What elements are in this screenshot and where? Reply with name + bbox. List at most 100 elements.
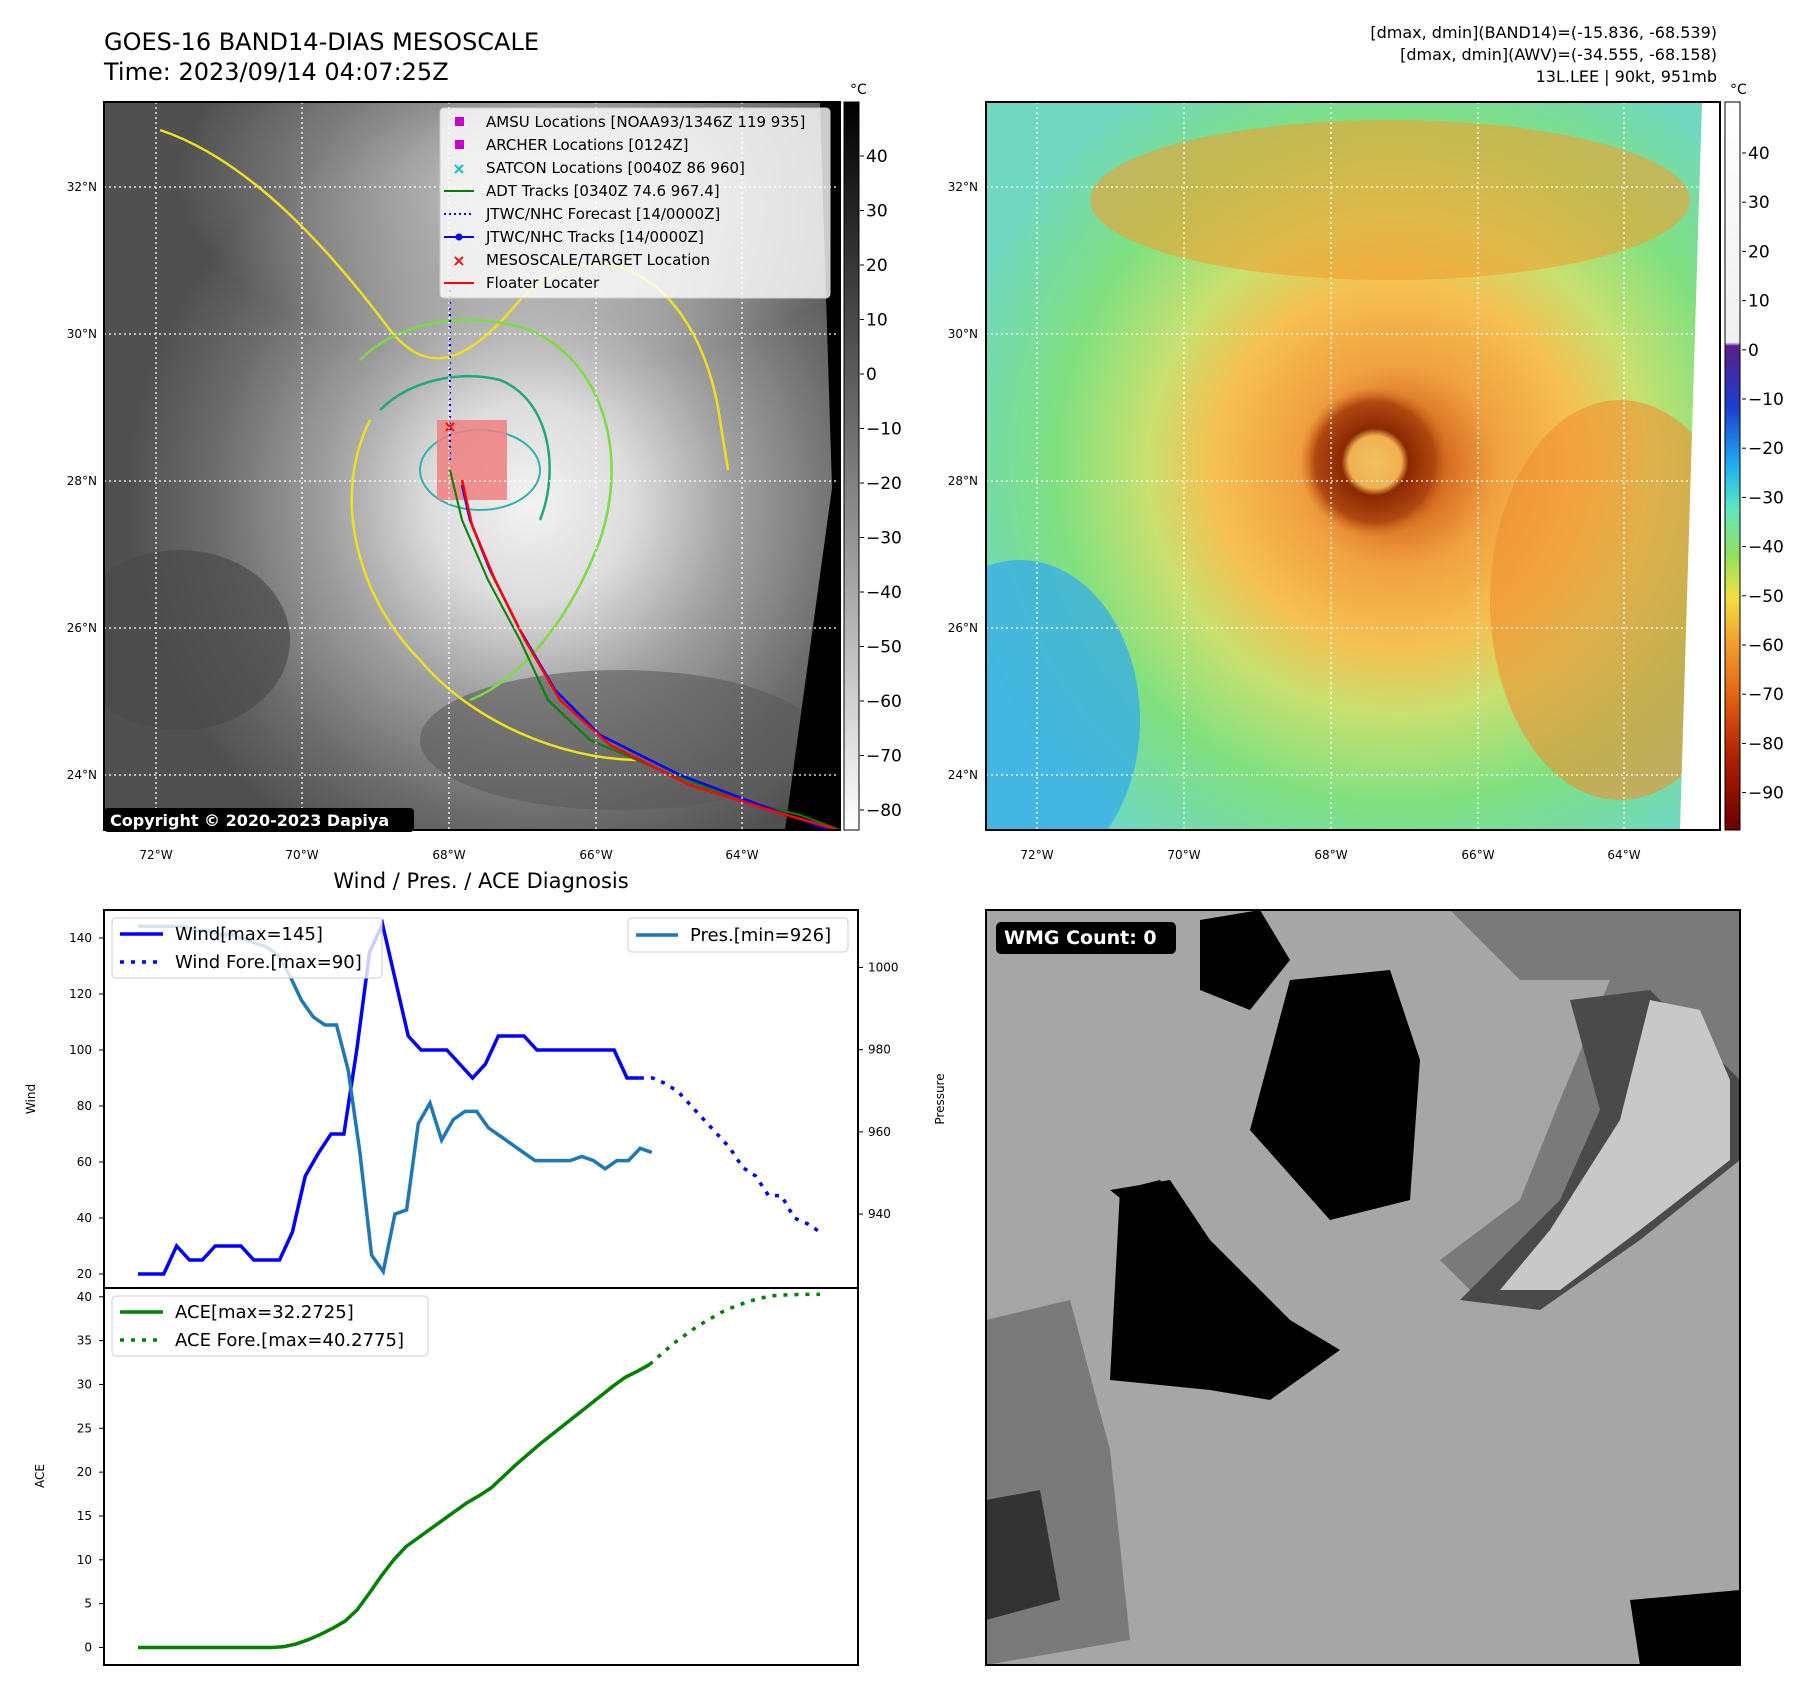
color-lon-labels: 72°W 70°W 68°W 66°W 64°W bbox=[1020, 848, 1640, 862]
colorbar-color-tick-label: −40 bbox=[1748, 538, 1784, 558]
pressure-y-tick-label: 960 bbox=[868, 1125, 891, 1139]
ace-y-tick-label: 25 bbox=[77, 1421, 92, 1435]
legend-marker-amsu bbox=[455, 117, 464, 126]
ir-lat-label: 28°N bbox=[67, 474, 97, 488]
color-nodata-wedge bbox=[1680, 102, 1720, 830]
colorbar-color-tick-label: −90 bbox=[1748, 784, 1784, 804]
colorbar-gray-tick-label: −70 bbox=[866, 747, 902, 767]
wind-y-tick-label: 120 bbox=[69, 987, 92, 1001]
wind-legend-label: Wind[max=145] bbox=[175, 924, 323, 945]
colorbar-gray-tick-label: 30 bbox=[866, 202, 888, 222]
wind-pressure-chart: 20 40 60 80 100 120 140 940 960 980 1000 Wind Pre… bbox=[24, 909, 947, 1289]
colorbar-color-tick-label: 10 bbox=[1748, 292, 1770, 312]
wmg-light-region bbox=[1500, 1000, 1730, 1290]
contour-teal bbox=[379, 375, 551, 521]
ir-dark-region-south bbox=[420, 670, 820, 810]
colorbar-gray-tick-label: 40 bbox=[866, 147, 888, 167]
pressure-y-ticks: 940 960 980 1000 bbox=[858, 961, 899, 1221]
legend-item-amsu: AMSU Locations [NOAA93/1346Z 119 935] bbox=[486, 113, 805, 131]
ace-chart: 0 5 10 15 20 25 30 35 40 ACE ACE[max=32.2725] AC… bbox=[33, 1287, 859, 1666]
legend-marker-tracks-dot bbox=[455, 233, 463, 241]
ir-lon-label: 68°W bbox=[432, 848, 465, 862]
legend-marker-mesoscale: × bbox=[452, 251, 465, 270]
dmax-band14: [dmax, dmin](BAND14)=(-15.836, -68.539) bbox=[1370, 23, 1717, 42]
legend-marker-satcon: × bbox=[452, 159, 465, 178]
ace-y-tick-label: 5 bbox=[84, 1597, 92, 1611]
wind-y-tick-label: 60 bbox=[77, 1155, 92, 1169]
ace-y-tick-label: 20 bbox=[77, 1465, 92, 1479]
wmg-black-blob bbox=[1110, 1180, 1340, 1400]
legend-item-tracks: JTWC/NHC Tracks [14/0000Z] bbox=[485, 228, 704, 246]
ace-y-label: ACE bbox=[33, 1464, 47, 1488]
wind-legend: Wind[max=145] Wind Fore.[max=90] bbox=[111, 917, 383, 979]
colorbar-color-tick-label: −60 bbox=[1748, 636, 1784, 656]
series-wind bbox=[138, 918, 640, 1276]
ir-dark-region bbox=[104, 550, 290, 730]
color-lon-label: 66°W bbox=[1461, 848, 1494, 862]
colorbar-color-tick-label: −50 bbox=[1748, 587, 1784, 607]
series-ace bbox=[138, 1363, 651, 1650]
pressure-legend-label: Pres.[min=926] bbox=[690, 925, 831, 946]
colorbar-gray-tick-label: −30 bbox=[866, 529, 902, 549]
ir-lat-label: 32°N bbox=[67, 180, 97, 194]
ace-y-tick-label: 0 bbox=[84, 1640, 92, 1654]
wmg-count-badge bbox=[996, 922, 1176, 954]
colorbar-gray-unit: °C bbox=[850, 82, 867, 98]
ir-lon-label: 66°W bbox=[579, 848, 612, 862]
color-lat-labels: 32°N 30°N 28°N 26°N 24°N bbox=[948, 180, 978, 782]
wmg-frame bbox=[985, 909, 1741, 1666]
mesoscale-target-marker: × bbox=[443, 417, 456, 436]
colorbar-color-tick-label: −20 bbox=[1748, 439, 1784, 459]
colorbar-color bbox=[1724, 101, 1741, 831]
wmg-panel: WMG Count: 0 bbox=[985, 909, 1741, 1666]
ace-y-tick-label: 30 bbox=[77, 1377, 92, 1391]
legend-box bbox=[439, 107, 831, 299]
copyright-text: Copyright © 2020-2023 Dapiya bbox=[110, 811, 389, 830]
floater-track bbox=[460, 479, 839, 830]
legend-item-forecast: JTWC/NHC Forecast [14/0000Z] bbox=[485, 205, 720, 223]
color-lon-label: 64°W bbox=[1607, 848, 1640, 862]
pressure-y-tick-label: 980 bbox=[868, 1043, 891, 1057]
contour-yellow-2 bbox=[350, 419, 641, 762]
ace-y-ticks: 0 5 10 15 20 25 30 35 40 bbox=[77, 1290, 104, 1654]
copyright-badge bbox=[104, 808, 414, 832]
color-map-panel: 32°N 30°N 28°N 26°N 24°N 72°W 70°W 68°W … bbox=[948, 82, 1784, 862]
ace-legend-label: ACE[max=32.2725] bbox=[175, 1302, 354, 1323]
legend-marker-archer bbox=[455, 140, 464, 149]
pressure-legend: Pres.[min=926] bbox=[627, 917, 849, 953]
colorbar-gray-tick-label: −10 bbox=[866, 420, 902, 440]
wmg-black-blob bbox=[1250, 970, 1420, 1220]
wind-y-label: Wind bbox=[24, 1084, 38, 1114]
figure-title: GOES-16 BAND14-DIAS MESOSCALE bbox=[104, 28, 539, 56]
pressure-y-tick-label: 1000 bbox=[868, 961, 899, 975]
wind-fore-legend-label: Wind Fore.[max=90] bbox=[175, 952, 362, 973]
legend-item-mesoscale: MESOSCALE/TARGET Location bbox=[486, 251, 710, 269]
colorbar-color-tick-label: 20 bbox=[1748, 242, 1770, 262]
ir-lat-labels: 32°N 30°N 28°N 26°N 24°N bbox=[67, 180, 97, 782]
ir-lon-label: 64°W bbox=[725, 848, 758, 862]
colorbar-gray-tick-label: −40 bbox=[866, 583, 902, 603]
ace-fore-legend-label: ACE Fore.[max=40.2775] bbox=[175, 1330, 404, 1351]
colorbar-color-tick-label: −70 bbox=[1748, 685, 1784, 705]
contour-green bbox=[359, 318, 613, 702]
wind-y-tick-label: 80 bbox=[77, 1099, 92, 1113]
dmax-awv: [dmax, dmin](AWV)=(-34.555, -68.158) bbox=[1400, 45, 1717, 64]
ace-legend-box bbox=[111, 1295, 429, 1357]
colorbar-gray-tick-label: −20 bbox=[866, 474, 902, 494]
ace-legend: ACE[max=32.2725] ACE Fore.[max=40.2775] bbox=[111, 1295, 429, 1357]
colorbar-gray-tick-label: 10 bbox=[866, 311, 888, 331]
colorbar-color-ticks: 40 30 20 10 0 −10 −20 −30 −40 −50 −60 −70 −80 −90 bbox=[1742, 144, 1784, 804]
wind-legend-box bbox=[111, 917, 383, 979]
legend-item-archer: ARCHER Locations [0124Z] bbox=[486, 136, 689, 154]
colorbar-color-tick-label: 30 bbox=[1748, 193, 1770, 213]
wind-y-ticks: 20 40 60 80 100 120 140 bbox=[69, 931, 104, 1281]
ace-y-tick-label: 10 bbox=[77, 1553, 92, 1567]
ir-lat-label: 30°N bbox=[67, 327, 97, 341]
ir-map-frame bbox=[103, 101, 841, 831]
track-legend: AMSU Locations [NOAA93/1346Z 119 935] AR… bbox=[439, 107, 831, 299]
color-blue-region bbox=[986, 560, 1140, 830]
storm-info: 13L.LEE | 90kt, 951mb bbox=[1536, 67, 1717, 86]
wind-y-tick-label: 100 bbox=[69, 1043, 92, 1057]
pressure-legend-box bbox=[627, 917, 849, 953]
legend-item-satcon: SATCON Locations [0040Z 86 960] bbox=[486, 159, 745, 177]
